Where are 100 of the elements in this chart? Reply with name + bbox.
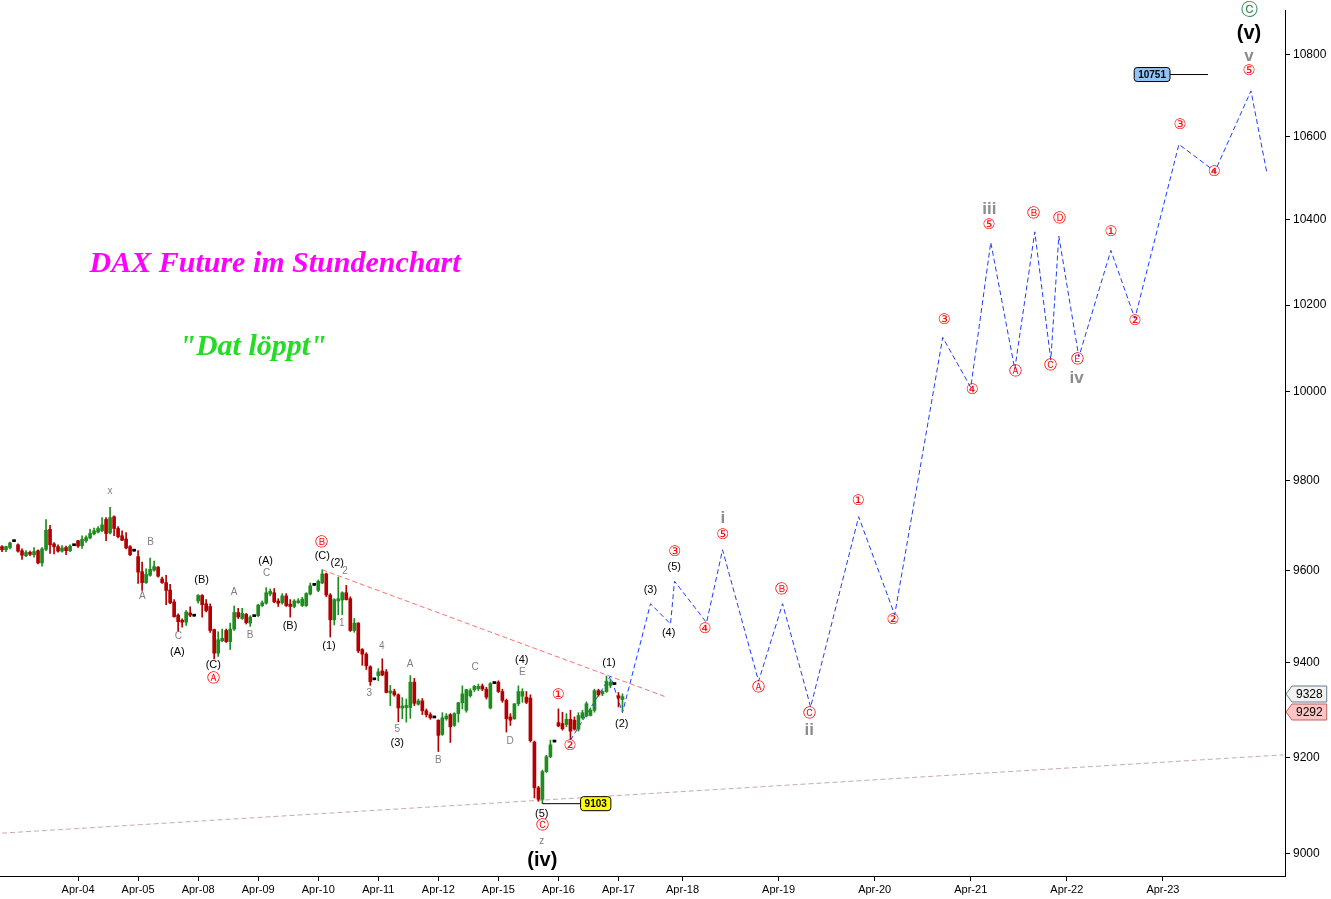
x-tick-label: Apr-21 — [954, 882, 988, 895]
x-tick-label: Apr-05 — [121, 882, 155, 895]
annotation: Ⓐ — [751, 678, 765, 694]
y-tick-label: 10800 — [1293, 46, 1327, 61]
x-tick-label: Apr-11 — [362, 882, 395, 895]
text: "Dat löppt" — [178, 328, 328, 362]
x-tick-label: Apr-04 — [61, 882, 95, 895]
annotation: ② — [1128, 311, 1142, 328]
annotation: v — [1244, 45, 1255, 65]
annotation: Ⓔ — [1070, 351, 1084, 367]
y-tick-label: 9600 — [1293, 563, 1321, 578]
annotation: E — [518, 666, 526, 678]
annotation: Ⓓ — [1052, 210, 1066, 226]
text: 9292 — [1296, 705, 1324, 720]
annotation: A — [230, 586, 238, 598]
annotation: (C) — [205, 658, 221, 671]
annotation: (2) — [614, 717, 629, 730]
annotation: (2) — [330, 556, 345, 569]
annotation: ⑤ — [716, 525, 730, 542]
annotation: 1 — [338, 617, 345, 629]
y-tick-label: 10200 — [1293, 297, 1327, 312]
annotation: ② — [886, 610, 900, 627]
annotation: (5) — [667, 559, 681, 572]
x-tick-label: Apr-12 — [421, 882, 455, 895]
annotation: Ⓒ — [535, 817, 549, 833]
annotation: C — [174, 630, 182, 642]
y-tick-label: 9800 — [1293, 472, 1321, 487]
annotation: Ⓒ — [802, 704, 816, 720]
annotation: (3) — [643, 582, 658, 595]
annotation: (C) — [314, 549, 330, 562]
annotation: (B) — [282, 619, 298, 632]
annotation: ii — [804, 720, 814, 740]
annotation: Ⓑ — [774, 580, 788, 596]
annotation: D — [506, 735, 514, 747]
annotation: (4) — [661, 625, 676, 638]
y-tick-label: 9000 — [1293, 845, 1321, 860]
annotation: (3) — [390, 736, 405, 749]
annotation: i — [720, 507, 726, 527]
x-tick-label: Apr-19 — [762, 882, 796, 895]
annotation: ④ — [698, 619, 712, 636]
y-tick-label: 10000 — [1293, 384, 1327, 399]
annotation: (4) — [514, 653, 529, 666]
annotation: (B) — [194, 573, 210, 586]
annotation: ③ — [1173, 116, 1187, 133]
annotation: ② — [563, 737, 577, 754]
annotation: ① — [1104, 223, 1118, 240]
annotation: (iv) — [527, 847, 558, 870]
line-series — [569, 90, 1268, 741]
annotation: ⑤ — [982, 215, 996, 232]
annotation: Ⓒ — [1044, 357, 1058, 373]
annotation: A — [138, 590, 146, 602]
x-tick-label: Apr-09 — [241, 882, 275, 895]
annotation: ① — [851, 492, 865, 509]
annotation: C — [263, 567, 271, 579]
x-tick-label: Apr-08 — [181, 882, 215, 895]
annotation: ⓒ — [1240, 0, 1258, 19]
annotation: A — [406, 657, 414, 669]
text: 9328 — [1296, 687, 1324, 702]
annotation: Ⓐ — [1008, 363, 1022, 379]
annotation: ⑤ — [1242, 62, 1256, 79]
x-tick-label: Apr-15 — [481, 882, 515, 895]
annotation: B — [434, 754, 442, 766]
annotation: (1) — [602, 656, 616, 669]
annotation: 3 — [366, 687, 373, 699]
x-tick-label: Apr-16 — [541, 882, 575, 895]
x-tick-label: Apr-22 — [1050, 882, 1084, 895]
annotation: B — [246, 628, 254, 640]
annotation: ③ — [668, 543, 682, 560]
y-tick-label: 10600 — [1293, 128, 1327, 143]
annotation: (A) — [169, 644, 185, 657]
x-tick-label: Apr-18 — [666, 882, 700, 895]
y-tick-label: 9400 — [1293, 655, 1321, 670]
annotation: (1) — [322, 639, 336, 652]
x-tick-label: Apr-20 — [858, 882, 892, 895]
annotation: 9103 — [584, 798, 608, 810]
text: DAX Future im Stundenchart — [88, 245, 463, 279]
annotation: x — [107, 485, 113, 497]
annotation: (5) — [534, 807, 549, 820]
x-tick-label: Apr-23 — [1146, 882, 1180, 895]
y-tick-label: 9200 — [1293, 749, 1321, 764]
annotation: 2 — [342, 565, 349, 577]
annotation: 10751 — [1138, 69, 1167, 81]
annotation: (v) — [1236, 20, 1262, 43]
y-tick-label: 10400 — [1293, 212, 1327, 227]
annotation: z — [539, 835, 545, 847]
annotation: Ⓑ — [315, 534, 329, 550]
annotation: ③ — [937, 311, 951, 328]
annotation: 5 — [394, 723, 401, 735]
x-tick-label: Apr-10 — [301, 882, 335, 895]
annotation: iv — [1069, 367, 1085, 387]
x-tick-label: Apr-17 — [601, 882, 635, 895]
annotation: Ⓑ — [1026, 204, 1040, 220]
annotation: 4 — [378, 640, 385, 652]
annotation: B — [147, 536, 155, 548]
annotation: Ⓐ — [207, 670, 221, 686]
annotation: ④ — [1207, 163, 1221, 180]
annotation: C — [471, 661, 479, 673]
annotation: ① — [551, 685, 565, 702]
annotation: iii — [982, 198, 997, 218]
annotation: ④ — [965, 381, 979, 398]
